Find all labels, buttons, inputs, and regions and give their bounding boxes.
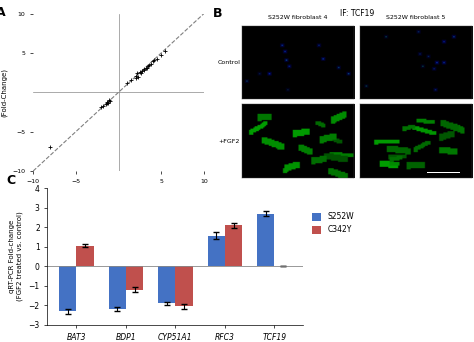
- Bar: [257, 213, 274, 266]
- Point: [103, 100, 110, 105]
- Point: [106, 98, 114, 104]
- Point: [134, 71, 141, 76]
- Point: [104, 99, 111, 105]
- Y-axis label: qRT-PCR Fold-change
(FGF2 treated vs. control): qRT-PCR Fold-change (FGF2 treated vs. co…: [9, 212, 23, 301]
- Text: C: C: [7, 174, 16, 187]
- Point: [102, 102, 109, 107]
- Text: B: B: [213, 7, 223, 20]
- Text: A: A: [0, 6, 5, 19]
- Point: [98, 105, 105, 110]
- Text: +FGF2: +FGF2: [218, 139, 239, 144]
- Bar: [126, 266, 143, 290]
- Bar: [76, 246, 94, 266]
- Bar: [208, 236, 225, 266]
- Point: [136, 69, 144, 75]
- Legend: S252W, C342Y: S252W, C342Y: [312, 212, 354, 234]
- X-axis label: Microarray data
(Fold-Change): Microarray data (Fold-Change): [91, 189, 146, 203]
- Point: [142, 65, 150, 71]
- Y-axis label: qRT-PCR data
(Fold-Change): qRT-PCR data (Fold-Change): [0, 68, 7, 117]
- Point: [149, 58, 156, 64]
- Point: [147, 61, 155, 67]
- Bar: [158, 266, 175, 303]
- Text: Control: Control: [218, 60, 241, 65]
- Text: IF: TCF19: IF: TCF19: [339, 9, 374, 17]
- Point: [105, 97, 113, 103]
- Point: [138, 68, 146, 74]
- Point: [137, 71, 145, 76]
- Text: S252W fibroblast 5: S252W fibroblast 5: [386, 15, 445, 21]
- Text: S252W fibroblast 4: S252W fibroblast 4: [268, 15, 328, 21]
- Point: [128, 77, 135, 82]
- Point: [123, 80, 131, 86]
- Point: [151, 57, 158, 63]
- Point: [153, 56, 161, 61]
- Point: [162, 49, 169, 54]
- Point: [104, 100, 112, 105]
- Point: [145, 64, 152, 69]
- Bar: [59, 266, 76, 311]
- Point: [132, 76, 139, 81]
- Point: [134, 74, 142, 79]
- Point: [140, 66, 148, 71]
- Point: [100, 103, 107, 108]
- Bar: [109, 266, 126, 309]
- Bar: [175, 266, 193, 306]
- Point: [140, 68, 148, 73]
- Point: [46, 145, 54, 150]
- Point: [146, 62, 153, 68]
- Bar: [225, 225, 242, 266]
- Point: [157, 52, 165, 57]
- Point: [143, 65, 150, 71]
- Point: [132, 73, 139, 79]
